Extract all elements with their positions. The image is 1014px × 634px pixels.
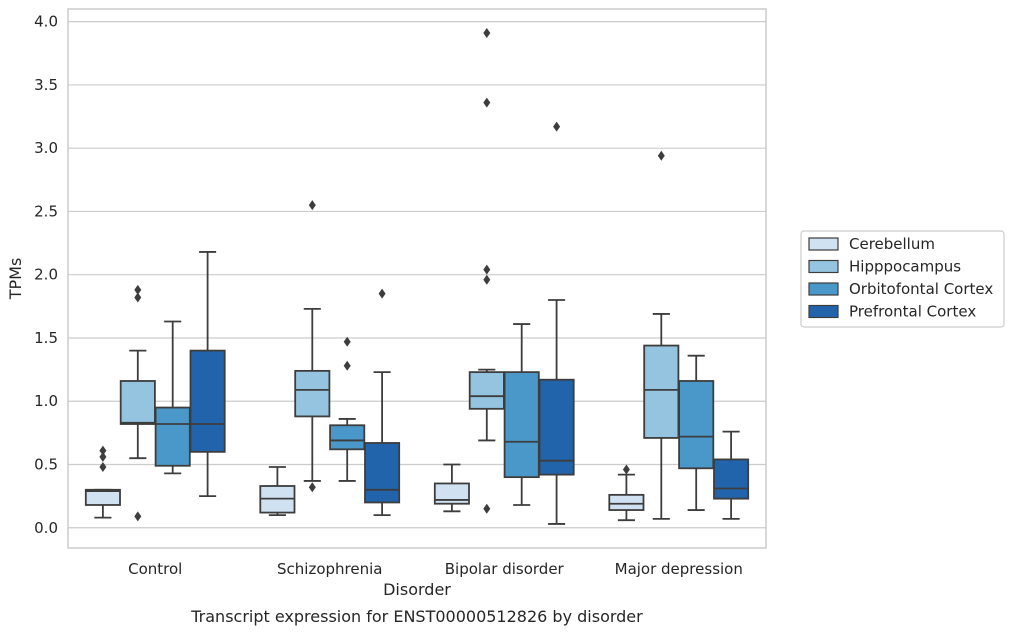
outlier-point bbox=[483, 503, 491, 514]
x-tick-label: Bipolar disorder bbox=[445, 560, 565, 578]
box-group bbox=[84, 445, 121, 519]
box bbox=[503, 371, 540, 479]
box-group bbox=[538, 121, 575, 525]
box-group bbox=[608, 464, 645, 522]
box-group bbox=[364, 288, 401, 517]
box bbox=[713, 458, 750, 500]
y-tick-label: 1.5 bbox=[34, 329, 58, 347]
box bbox=[119, 380, 156, 425]
legend-swatch bbox=[808, 237, 839, 251]
box-group bbox=[259, 466, 296, 517]
legend-swatch bbox=[808, 282, 839, 296]
y-tick-label: 4.0 bbox=[34, 13, 58, 31]
box bbox=[468, 371, 505, 410]
legend-swatch bbox=[808, 259, 839, 274]
outlier-point bbox=[134, 284, 142, 295]
box-group bbox=[503, 323, 540, 506]
legend-frame bbox=[800, 230, 1005, 328]
plot-boxes bbox=[84, 28, 750, 525]
box bbox=[364, 442, 401, 504]
legend-label: Prefrontal Cortex bbox=[849, 303, 976, 321]
y-tick-label: 0.5 bbox=[34, 455, 58, 473]
outlier-point bbox=[483, 97, 491, 108]
outlier-point bbox=[343, 360, 351, 371]
box bbox=[433, 482, 470, 505]
outlier-point bbox=[99, 445, 107, 456]
box bbox=[538, 378, 575, 476]
box bbox=[84, 488, 121, 506]
outlier-point bbox=[134, 511, 142, 522]
chart-caption: Transcript expression for ENST0000051282… bbox=[190, 607, 643, 626]
outlier-point bbox=[343, 336, 351, 347]
y-tick-label: 3.5 bbox=[34, 76, 58, 94]
box-group bbox=[294, 200, 331, 493]
outlier-point bbox=[99, 462, 107, 473]
box-group bbox=[189, 251, 226, 498]
x-axis-title: Disorder bbox=[383, 580, 451, 599]
outlier-point bbox=[134, 292, 142, 303]
outlier-point bbox=[483, 28, 491, 39]
box-group bbox=[643, 150, 680, 520]
box bbox=[329, 424, 366, 451]
box bbox=[608, 493, 645, 511]
outlier-point bbox=[99, 451, 107, 462]
outlier-point bbox=[553, 121, 561, 132]
outlier-point bbox=[378, 288, 386, 299]
legend-label: Cerebellum bbox=[849, 235, 935, 253]
box-group bbox=[713, 430, 750, 520]
box-group bbox=[329, 336, 366, 482]
y-tick-label: 3.0 bbox=[34, 139, 58, 157]
plot-frame bbox=[67, 8, 767, 549]
box bbox=[643, 344, 680, 439]
y-tick-labels: 0.0 0.5 1.0 1.5 2.0 2.5 3.0 3.5 4.0 bbox=[34, 13, 58, 537]
legend-label: Orbitofontal Cortex bbox=[849, 280, 993, 298]
x-tick-label: Control bbox=[128, 560, 182, 578]
box-group bbox=[468, 28, 505, 514]
legend: Cerebellum Hipppocampus Orbitofontal Corte… bbox=[800, 230, 1005, 328]
x-tick-label: Major depression bbox=[615, 560, 743, 578]
outlier-point bbox=[483, 274, 491, 285]
box bbox=[294, 369, 331, 418]
outlier-point bbox=[483, 264, 491, 275]
outlier-point bbox=[308, 482, 316, 493]
outlier-point bbox=[657, 150, 665, 161]
outlier-point bbox=[308, 200, 316, 211]
box-group bbox=[433, 463, 470, 513]
box bbox=[189, 349, 226, 453]
y-axis-title: TPMs bbox=[6, 258, 25, 301]
box bbox=[154, 406, 191, 467]
outlier-point bbox=[622, 464, 630, 475]
y-tick-label: 2.5 bbox=[34, 202, 58, 220]
box-group bbox=[154, 320, 191, 475]
box-group bbox=[678, 354, 715, 511]
box bbox=[678, 380, 715, 470]
y-tick-label: 0.0 bbox=[34, 519, 58, 537]
legend-label: Hipppocampus bbox=[849, 258, 961, 276]
y-tick-label: 2.0 bbox=[34, 266, 58, 284]
legend-swatch bbox=[808, 304, 839, 319]
x-tick-labels: Control Schizophrenia Bipolar disorder Majo… bbox=[128, 560, 743, 578]
box-group bbox=[119, 284, 156, 522]
y-tick-label: 1.0 bbox=[34, 392, 58, 410]
x-tick-label: Schizophrenia bbox=[277, 560, 382, 578]
